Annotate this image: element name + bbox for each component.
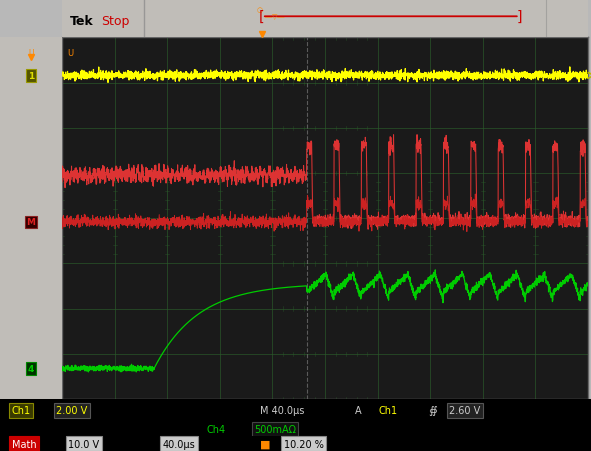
Text: 1: 1 (28, 72, 34, 81)
Text: 4: 4 (53, 364, 60, 373)
Text: 2.00 V: 2.00 V (56, 405, 87, 415)
Text: ―▽―: ―▽― (265, 14, 284, 20)
Text: U: U (67, 49, 73, 58)
Text: Tek: Tek (70, 14, 94, 28)
Text: 500mAΩ: 500mAΩ (254, 424, 296, 434)
Text: Math: Math (12, 438, 37, 449)
Text: Ch1: Ch1 (378, 405, 397, 415)
Text: A: A (355, 405, 361, 415)
Text: 40.0μs: 40.0μs (163, 438, 195, 449)
Text: ∯: ∯ (428, 405, 437, 415)
Text: [: [ (259, 10, 265, 24)
Text: 2.60 V: 2.60 V (449, 405, 480, 415)
Text: 10.20 %: 10.20 % (284, 438, 323, 449)
Text: U: U (28, 49, 34, 58)
Text: Stop: Stop (102, 14, 130, 28)
Text: ○: ○ (256, 7, 262, 13)
Text: ]: ] (517, 10, 522, 24)
Text: 10.0 V: 10.0 V (68, 438, 99, 449)
Text: M: M (27, 218, 35, 227)
Text: M 40.0μs: M 40.0μs (260, 405, 304, 415)
Text: M: M (50, 218, 60, 227)
Text: Ch1: Ch1 (12, 405, 31, 415)
Text: Ch4: Ch4 (207, 424, 226, 434)
Text: 4: 4 (28, 364, 34, 373)
Text: ■: ■ (260, 438, 271, 449)
Text: 1: 1 (53, 72, 60, 81)
